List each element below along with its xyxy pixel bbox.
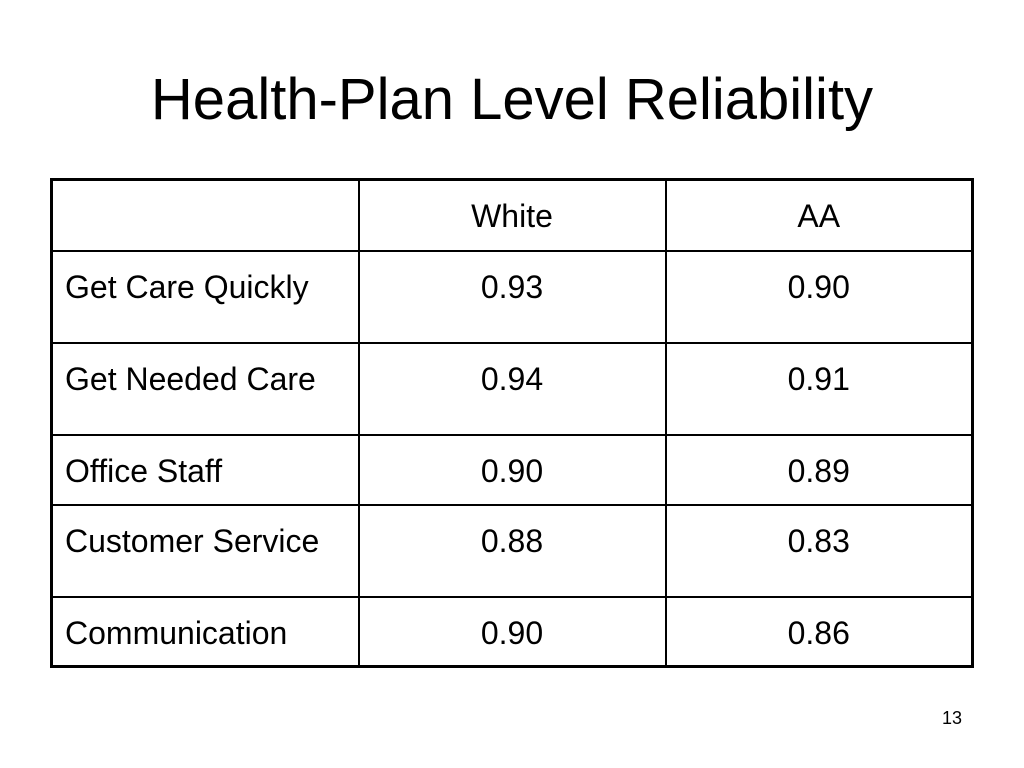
table-row: Office Staff 0.90 0.89 bbox=[50, 433, 974, 506]
table-header-row: White AA bbox=[50, 178, 974, 252]
white-value: 0.88 bbox=[357, 503, 667, 598]
row-label: Get Care Quickly bbox=[50, 249, 360, 344]
row-label: Communication bbox=[50, 595, 360, 668]
aa-value: 0.91 bbox=[664, 341, 974, 436]
white-value: 0.93 bbox=[357, 249, 667, 344]
header-empty-cell bbox=[50, 178, 360, 252]
row-label: Get Needed Care bbox=[50, 341, 360, 436]
table-row: Customer Service 0.88 0.83 bbox=[50, 503, 974, 598]
page-number: 13 bbox=[941, 708, 962, 728]
table-row: Get Care Quickly 0.93 0.90 bbox=[50, 249, 974, 344]
header-white: White bbox=[357, 178, 667, 252]
slide-title: Health-Plan Level Reliability bbox=[150, 67, 874, 132]
white-value: 0.90 bbox=[357, 595, 667, 668]
row-label: Customer Service bbox=[50, 503, 360, 598]
table-row: Communication 0.90 0.86 bbox=[50, 595, 974, 668]
aa-value: 0.89 bbox=[664, 433, 974, 506]
header-aa: AA bbox=[664, 178, 974, 252]
white-value: 0.90 bbox=[357, 433, 667, 506]
aa-value: 0.83 bbox=[664, 503, 974, 598]
aa-value: 0.86 bbox=[664, 595, 974, 668]
reliability-table: White AA Get Care Quickly 0.93 0.90 Get … bbox=[50, 178, 974, 668]
row-label: Office Staff bbox=[50, 433, 360, 506]
white-value: 0.94 bbox=[357, 341, 667, 436]
table-row: Get Needed Care 0.94 0.91 bbox=[50, 341, 974, 436]
aa-value: 0.90 bbox=[664, 249, 974, 344]
